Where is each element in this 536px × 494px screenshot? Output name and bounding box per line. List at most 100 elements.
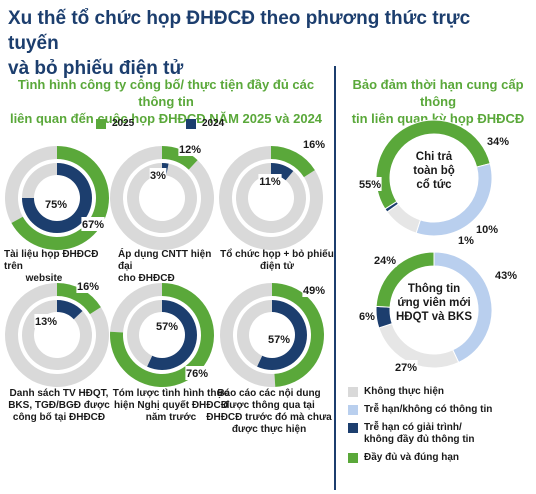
donut-1-label-2024-bg	[44, 197, 68, 211]
left-subtitle: Tình hình công ty công bố/ thực tiện đầy…	[4, 76, 328, 127]
right-donut-2-label-2-bg	[394, 360, 418, 374]
donut-2-label-2024-bg	[149, 168, 167, 182]
donut-1-label-2025: 67%	[82, 219, 104, 231]
right-subtitle: Bảo đảm thời hạn cung cấp thông tin liên…	[340, 76, 536, 127]
donut-5-label-2025: 76%	[186, 368, 208, 380]
right-donut-2-center-line-3: HĐQT và BKS	[396, 311, 472, 323]
donut-6-label-2025-bg	[302, 283, 326, 297]
legend-swatch-tre-han-giai-trinh	[348, 423, 358, 433]
right-donut-1-label-2: 34%	[487, 136, 509, 148]
donut-4-category: Danh sách TV HĐQT, BKS, TGĐ/BGĐ được côn…	[0, 388, 118, 424]
donut-5-category-line-1: Tóm lược tình hình thực	[112, 388, 230, 399]
right-donut-2-label-4: 24%	[374, 255, 396, 267]
donut-3-category-line-2: điện tử	[260, 261, 294, 272]
legend-swatch-day-du	[348, 453, 358, 463]
legend-label-khong-thuc-hien: Không thực hiện	[364, 386, 445, 397]
donut-4-label-2025: 16%	[77, 281, 99, 293]
donut-1-outer-rest	[4, 146, 58, 224]
legend-label-tre-han-giai-trinh: Trễ hạn có giải trình/ không đầy đủ thôn…	[364, 422, 475, 446]
donut-2-category-line-2: cho ĐHĐCĐ	[118, 273, 175, 284]
right-donut-1-label-4-bg	[457, 233, 475, 247]
donut-4-label-2024-bg	[34, 314, 58, 328]
donut-4-label-2025-bg	[76, 279, 100, 293]
donut-3-outer-2025	[271, 146, 315, 178]
donut-1-inner-2024	[22, 163, 92, 233]
donut-1-label-2025-bg	[81, 217, 105, 231]
donut-5-category-line-3: năm trước	[145, 412, 197, 423]
legend-label-day-du: Đầy đủ và đúng hạn	[364, 452, 460, 463]
donut-5-category-line-2: hiện Nghị quyết ĐHĐCĐ	[114, 400, 228, 411]
panel-divider	[334, 66, 336, 490]
donut-6-label-2025: 49%	[303, 285, 325, 297]
right-donut-2-label-1-bg	[494, 268, 518, 282]
donut-1-category: Tài liệu họp ĐHĐCĐ trên website	[4, 249, 114, 285]
title-line-1: Xu thế tổ chức họp ĐHĐCĐ theo phương thứ…	[8, 8, 471, 54]
donut-3-label-2024: 11%	[259, 176, 281, 188]
donut-1-inner-rest	[22, 163, 57, 198]
donut-2-category: Áp dụng CNTT hiện đại cho ĐHĐCĐ	[118, 249, 228, 285]
right-donut-2-slice-4	[375, 251, 435, 308]
page-title: Xu thế tổ chức họp ĐHĐCĐ theo phương thứ…	[8, 6, 478, 81]
left-subtitle-line-2: liên quan đến cuộc họp ĐHĐCĐ NĂM 2025 và…	[9, 111, 323, 126]
right-donut-2-center-line-2: ứng viên mới	[397, 297, 470, 309]
right-donut-1-label-1: 55%	[359, 179, 381, 191]
donut-2-label-2025-bg	[178, 142, 202, 156]
donut-1-category-line-2: website	[25, 273, 63, 284]
donut-5-label-2024: 57%	[156, 321, 178, 333]
donut-2-outer-2025	[162, 146, 198, 170]
donut-4-inner-2024	[57, 300, 83, 320]
right-donut-1-label-1-bg	[358, 177, 382, 191]
donut-5-inner-rest	[127, 300, 162, 367]
donut-1-category-line-1: Tài liệu họp ĐHĐCĐ trên	[4, 249, 99, 272]
left-subtitle-line-1: Tình hình công ty công bố/ thực tiện đầy…	[17, 77, 315, 109]
donut-2-label-2024: 3%	[150, 170, 166, 182]
legend-item-2025: 2025	[96, 118, 134, 129]
legend-label-2025: 2025	[112, 118, 135, 129]
legend-item-tre-han: Trễ hạn/không có thông tin	[348, 404, 492, 416]
right-donut-1-center-line-1: Chi trả	[416, 151, 453, 163]
legend-label-tre-han: Trễ hạn/không có thông tin	[364, 404, 493, 415]
right-subtitle-line-2: tin liên quan kỳ họp ĐHĐCĐ	[351, 111, 525, 126]
donut-2-inner-rest	[127, 163, 198, 234]
right-donut-2-slice-2	[378, 322, 460, 369]
donut-4-category-line-2: BKS, TGĐ/BGĐ được	[8, 400, 110, 411]
donut-3-category-line-1: Tổ chức họp + bỏ phiếu	[220, 249, 334, 260]
donut-4-label-2024: 13%	[35, 316, 57, 328]
donut-5-label-2024-bg	[155, 319, 179, 333]
donut-6-inner-rest	[236, 300, 272, 367]
right-donut-2-label-2: 27%	[395, 362, 417, 374]
title-line-2: và bỏ phiếu điện tử	[8, 58, 184, 79]
right-donut-2-label-1: 43%	[495, 270, 517, 282]
donut-2-category-line-1: Áp dụng CNTT hiện đại	[118, 249, 212, 272]
donut-6-label-2024: 57%	[268, 334, 290, 346]
right-donut-1-label-2-bg	[486, 134, 510, 148]
donut-5-category: Tóm lược tình hình thực hiện Nghị quyết …	[106, 388, 236, 424]
donut-4-outer-2025	[57, 283, 101, 315]
right-donut-1-center-line-2: toàn bộ	[413, 165, 455, 177]
donut-5-outer-rest	[110, 283, 162, 333]
legend-item-khong-thuc-hien: Không thực hiện	[348, 386, 444, 398]
donut-3-category: Tổ chức họp + bỏ phiếu điện tử	[212, 249, 342, 273]
donut-3-label-2024-bg	[258, 174, 282, 188]
donut-3-inner-2024	[271, 163, 294, 181]
donut-6-category: Báo cáo các nội dung được thông qua tại …	[206, 388, 332, 436]
right-donut-1-slice-4	[384, 200, 400, 213]
donut-5-label-2025-bg	[185, 366, 209, 380]
right-donut-1-label-3: 10%	[476, 224, 498, 236]
right-donut-2-label-4-bg	[373, 253, 397, 267]
donut-6-inner-2024	[257, 300, 307, 370]
donut-2-label-2025: 12%	[179, 144, 201, 156]
donut-1-label-2024: 75%	[45, 199, 67, 211]
right-donut-1-center-line-3: cổ tức	[416, 179, 452, 191]
legend-swatch-khong-thuc-hien	[348, 387, 358, 397]
legend-swatch-tre-han	[348, 405, 358, 415]
donut-3-inner-rest	[235, 163, 306, 234]
right-donut-2-slice-3	[375, 305, 393, 329]
legend-label-tre-han-giai-trinh-line-2: không đầy đủ thông tin	[364, 434, 475, 445]
donut-6-category-line-1: Báo cáo các nội dung	[217, 388, 321, 399]
right-donut-2-label-3: 6%	[359, 311, 375, 323]
right-donut-1-label-4: 1%	[458, 235, 474, 247]
right-donut-1-label-3-bg	[475, 222, 499, 236]
donut-3-label-2025-bg	[302, 137, 326, 151]
donut-5-inner-2024	[147, 300, 197, 370]
